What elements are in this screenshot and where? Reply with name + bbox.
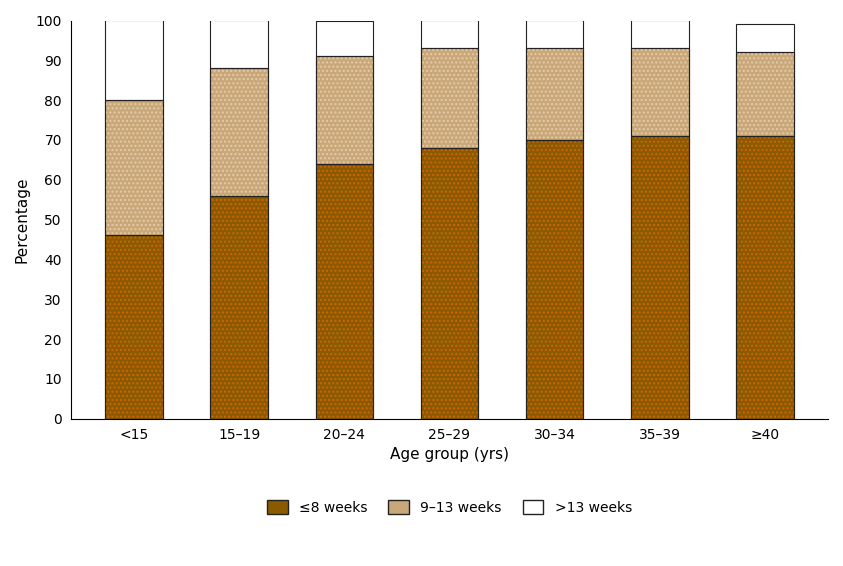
Bar [315,57,373,164]
Bar [526,48,583,140]
Bar [315,164,373,419]
Bar [631,136,689,419]
Bar [736,52,793,136]
Bar [526,140,583,419]
Bar [421,20,478,48]
Bar [105,100,164,235]
Bar [421,148,478,419]
Bar [315,57,373,164]
Bar [736,136,793,419]
Bar [315,164,373,419]
Bar [631,48,689,136]
Bar [526,48,583,140]
Legend: ≤8 weeks, 9–13 weeks, >13 weeks: ≤8 weeks, 9–13 weeks, >13 weeks [260,493,639,522]
Bar [421,48,478,148]
Bar [526,48,583,140]
Bar [631,48,689,136]
Bar [211,196,268,419]
Bar [105,100,164,235]
Bar [211,196,268,419]
Bar [105,235,164,419]
Bar [736,24,793,52]
Bar [631,20,689,48]
Bar [736,136,793,419]
Bar [736,52,793,136]
Bar [105,20,164,100]
Bar [105,235,164,419]
Bar [211,68,268,196]
Bar [211,68,268,196]
Bar [526,140,583,419]
Bar [736,52,793,136]
Bar [211,20,268,68]
Bar [631,136,689,419]
Bar [421,148,478,419]
Bar [631,136,689,419]
Bar [211,196,268,419]
Bar [526,140,583,419]
Bar [105,100,164,235]
Y-axis label: Percentage: Percentage [15,177,30,263]
Bar [315,20,373,57]
X-axis label: Age group (yrs): Age group (yrs) [390,447,509,462]
Bar [105,235,164,419]
Bar [211,68,268,196]
Bar [421,48,478,148]
Bar [631,48,689,136]
Bar [736,136,793,419]
Bar [315,57,373,164]
Bar [421,148,478,419]
Bar [315,164,373,419]
Bar [421,48,478,148]
Bar [526,20,583,48]
